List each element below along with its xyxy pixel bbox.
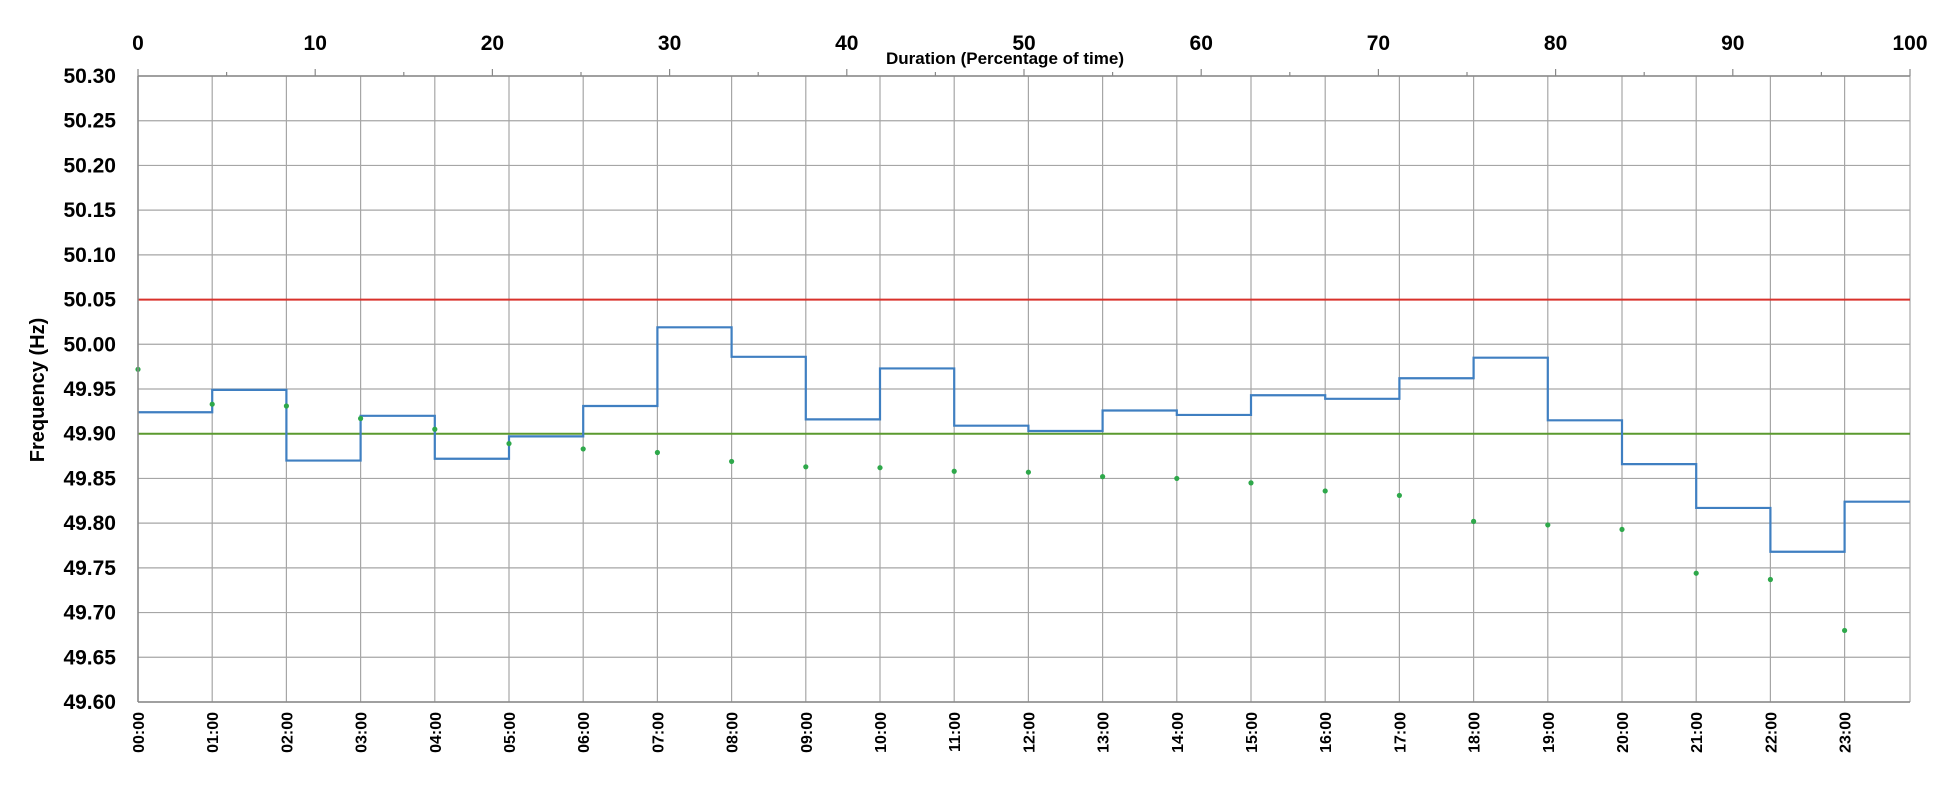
hour-tick-label: 20:00: [1615, 712, 1632, 753]
hour-tick-label: 14:00: [1170, 712, 1187, 753]
hour-tick-label: 05:00: [502, 712, 519, 753]
top-tick-label: 60: [1190, 32, 1213, 55]
hour-tick-label: 18:00: [1467, 712, 1484, 753]
scatter-point: [1025, 469, 1031, 475]
scatter-point: [1174, 475, 1180, 482]
series-layer: [135, 326, 1910, 634]
y-tick-label: 49.60: [63, 691, 116, 714]
top-tick-label: 0: [132, 32, 144, 55]
hour-tick-label: 10:00: [873, 712, 890, 753]
hour-tick-label: 01:00: [205, 712, 222, 753]
top-tick-label: 10: [304, 32, 327, 55]
y-tick-label: 49.70: [63, 602, 116, 625]
hour-tick-label: 11:00: [947, 712, 964, 752]
reference-lines: [138, 298, 1910, 435]
hour-tick-label: 16:00: [1318, 712, 1335, 753]
top-tick-label: 70: [1367, 32, 1390, 55]
y-tick-label: 49.85: [63, 467, 116, 490]
top-tick-label: 90: [1721, 32, 1744, 55]
tick-labels: 50.30 50.25 50.20 50.15 50.10 50.05 50.00 49.95…: [63, 32, 1927, 753]
axes: [137, 69, 1911, 703]
scatter-point: [1322, 488, 1328, 494]
scatter-point: [654, 449, 661, 456]
scatter-point: [1100, 474, 1106, 480]
scatter-point: [1619, 526, 1625, 533]
hour-tick-label: 06:00: [576, 712, 593, 753]
step-series-line: [138, 326, 1910, 553]
y-tick-label: 49.75: [63, 557, 116, 580]
hour-tick-label: 07:00: [650, 712, 667, 753]
top-tick-label: 80: [1544, 32, 1567, 55]
scatter-point: [951, 468, 957, 474]
y-tick-label: 50.25: [63, 110, 116, 133]
hour-tick-label: 23:00: [1838, 712, 1855, 753]
top-tick-label: 100: [1892, 32, 1927, 55]
scatter-point: [209, 401, 215, 407]
y-tick-label: 49.95: [63, 378, 116, 401]
top-tick-label: 30: [658, 32, 681, 55]
top-tick-label: 20: [481, 32, 504, 55]
y-tick-label: 50.30: [63, 65, 116, 88]
hour-tick-label: 04:00: [428, 712, 445, 753]
y-tick-label: 50.20: [63, 154, 116, 177]
y-tick-label: 50.15: [63, 199, 116, 222]
scatter-point: [729, 458, 735, 465]
scatter-point: [432, 426, 438, 432]
scatter-point: [1842, 627, 1848, 634]
hour-tick-label: 09:00: [799, 712, 816, 753]
hour-tick-label: 12:00: [1021, 712, 1038, 753]
scatter-point: [506, 440, 512, 447]
scatter-point: [1693, 570, 1699, 576]
hour-tick-label: 13:00: [1096, 712, 1113, 753]
y-axis-title: Frequency (Hz): [27, 318, 49, 462]
top-tick-label: 40: [835, 32, 858, 55]
scatter-point: [283, 403, 289, 409]
hour-tick-label: 22:00: [1763, 712, 1780, 753]
scatter-point: [358, 415, 364, 422]
hour-tick-label: 17:00: [1392, 712, 1409, 753]
y-tick-label: 50.00: [63, 333, 116, 356]
scatter-point: [803, 464, 809, 470]
scatter-point: [1545, 522, 1551, 528]
top-x-axis-title: Duration (Percentage of time): [886, 49, 1124, 68]
y-tick-label: 49.65: [63, 646, 116, 669]
top-tick-label: 50: [1012, 32, 1035, 55]
hour-tick-label: 02:00: [279, 712, 296, 753]
y-tick-label: 49.90: [63, 423, 116, 446]
hour-tick-label: 15:00: [1244, 712, 1261, 753]
y-tick-label: 49.80: [63, 512, 116, 535]
hour-tick-label: 03:00: [354, 712, 371, 753]
scatter-point: [580, 446, 586, 452]
hour-tick-label: 08:00: [725, 712, 742, 753]
hour-tick-label: 00:00: [131, 712, 148, 753]
y-tick-label: 50.10: [63, 244, 116, 267]
scatter-point: [1767, 576, 1773, 583]
scatter-point: [1396, 492, 1402, 499]
hour-tick-label: 21:00: [1689, 712, 1706, 753]
scatter-point: [1471, 518, 1477, 524]
scatter-point: [877, 465, 883, 471]
scatter-point: [1248, 480, 1254, 486]
hour-tick-label: 19:00: [1541, 712, 1558, 753]
y-tick-label: 50.05: [63, 289, 116, 312]
